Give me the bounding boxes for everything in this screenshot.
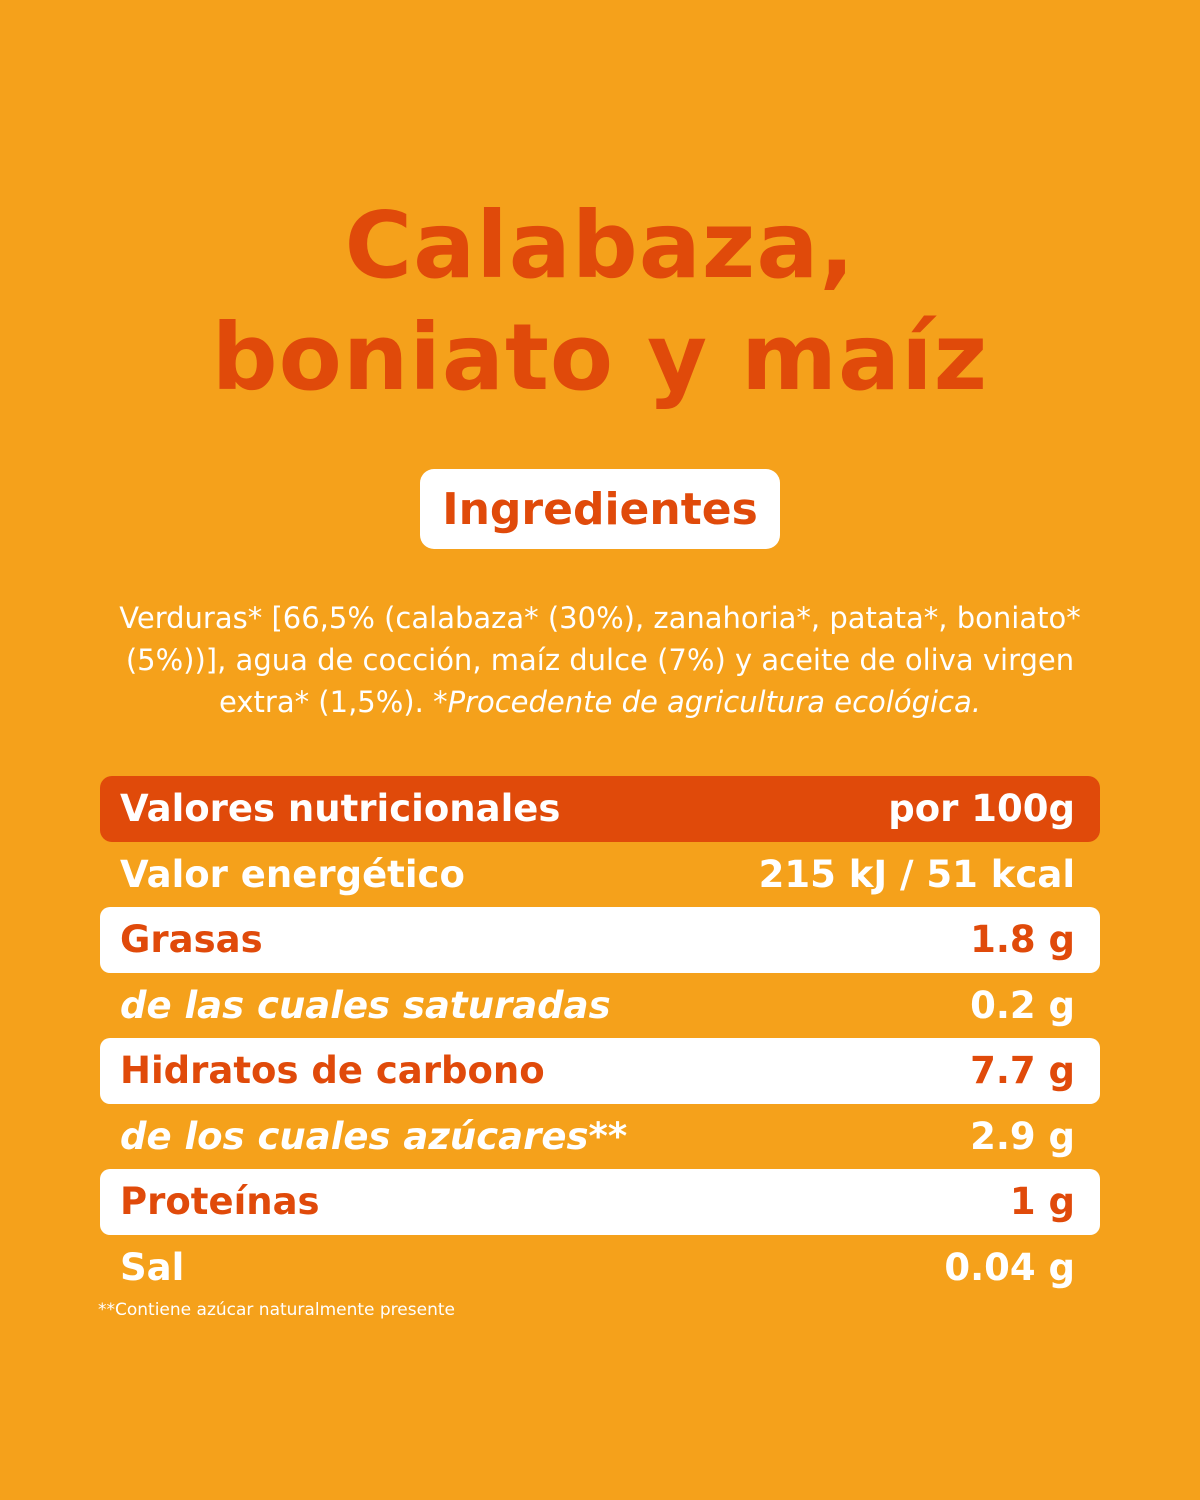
nutrition-row-value: 0.2 g (970, 983, 1075, 1027)
nutrition-row-value: 1 g (1009, 1180, 1075, 1224)
nutrition-row-value: 1.8 g (970, 918, 1075, 962)
ingredients-list-text: Verduras* [66,5% (calabaza* (30%), zanah… (119, 601, 1081, 719)
nutrition-row-sugars: de los cuales azúcares** 2.9 g (100, 1104, 1100, 1170)
ingredients-list: Verduras* [66,5% (calabaza* (30%), zanah… (100, 597, 1100, 723)
nutrition-row-label: Sal (120, 1245, 185, 1289)
nutrition-row-value: 2.9 g (970, 1114, 1075, 1158)
nutrition-row-label: Proteínas (120, 1180, 320, 1224)
nutrition-row-label: Grasas (120, 918, 263, 962)
ingredients-heading: Ingredientes (420, 469, 780, 549)
nutrition-row-label: de los cuales azúcares** (120, 1114, 628, 1158)
nutrition-row-carbohydrates: Hidratos de carbono 7.7 g (100, 1038, 1100, 1104)
nutrition-row-value: 7.7 g (970, 1049, 1075, 1093)
ingredients-organic-note: *Procedente de agricultura ecológica. (433, 685, 981, 719)
nutrition-header-label: Valores nutricionales (120, 787, 561, 831)
nutrition-row-value: 215 kJ / 51 kcal (758, 852, 1075, 896)
nutrition-row-label: Valor energético (120, 852, 465, 896)
product-title-line-1: Calabaza, (344, 192, 856, 299)
nutrition-row-energy: Valor energético 215 kJ / 51 kcal (100, 842, 1100, 908)
nutrition-table-header: Valores nutricionales por 100g (100, 776, 1100, 842)
nutrition-row-value: 0.04 g (944, 1245, 1075, 1289)
nutrition-row-salt: Sal 0.04 g (100, 1235, 1100, 1301)
nutrition-header-value: por 100g (888, 787, 1075, 831)
nutrition-row-saturated-fat: de las cuales saturadas 0.2 g (100, 973, 1100, 1039)
nutrition-row-fat: Grasas 1.8 g (100, 907, 1100, 973)
product-title: Calabaza, boniato y maíz (0, 190, 1200, 414)
nutrition-row-protein: Proteínas 1 g (100, 1169, 1100, 1235)
sugar-footnote: **Contiene azúcar naturalmente presente (98, 1300, 455, 1320)
nutrition-row-label: de las cuales saturadas (120, 983, 611, 1027)
nutrition-row-label: Hidratos de carbono (120, 1049, 545, 1093)
product-title-line-2: boniato y maíz (211, 304, 989, 411)
nutrition-table: Valores nutricionales por 100g Valor ene… (100, 776, 1100, 1300)
